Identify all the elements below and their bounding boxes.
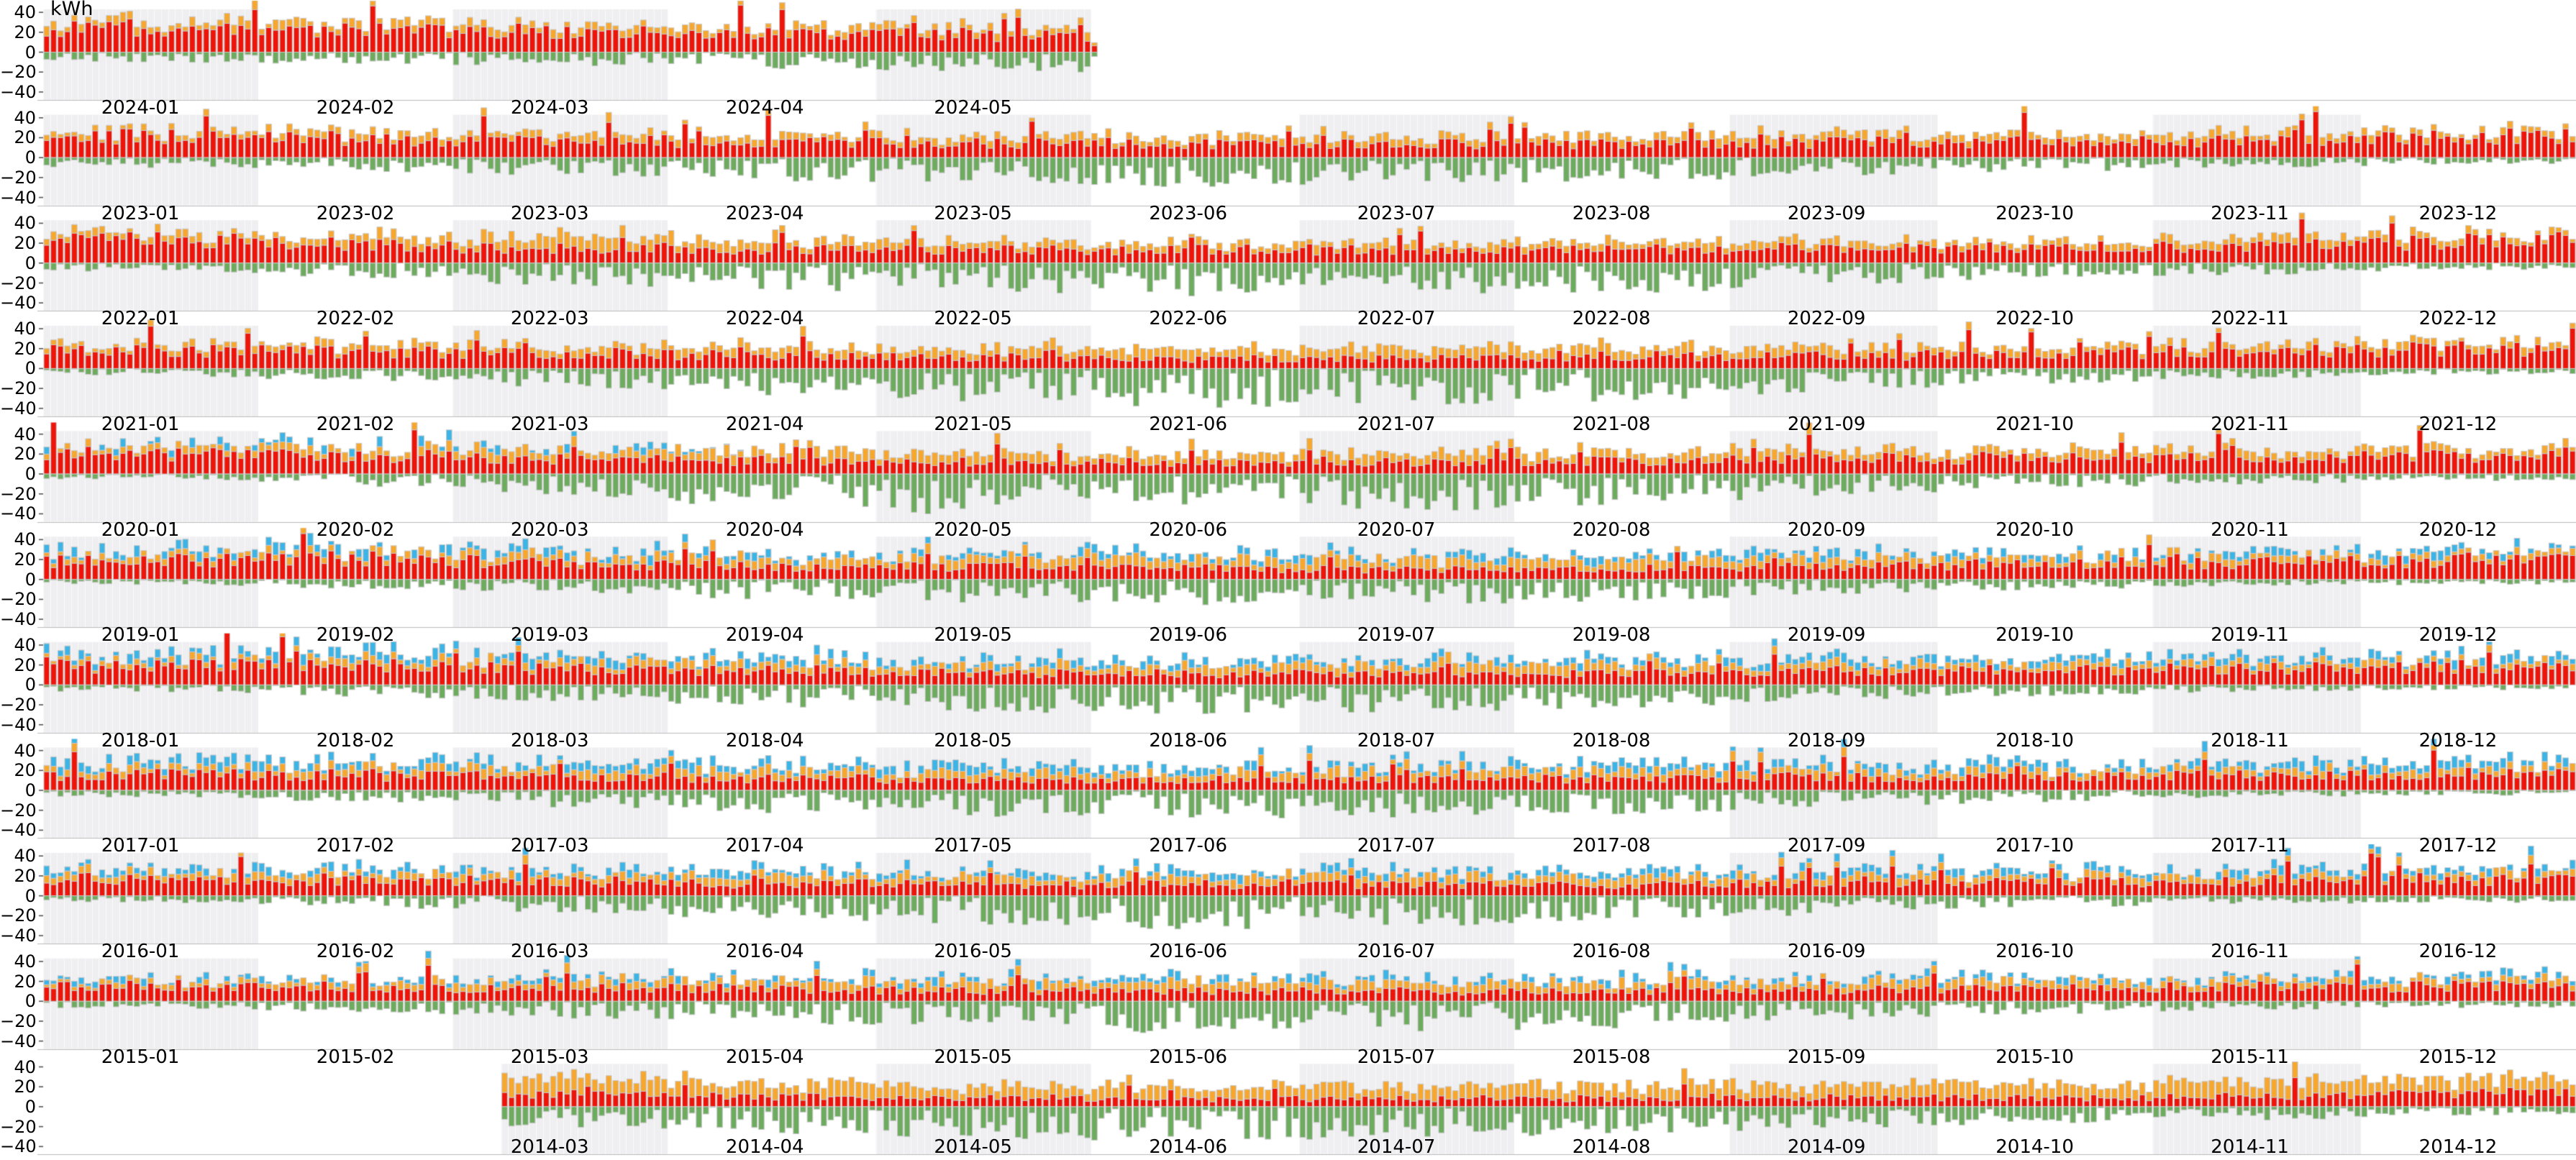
y-axis-unit-label: kWh (50, 0, 94, 20)
